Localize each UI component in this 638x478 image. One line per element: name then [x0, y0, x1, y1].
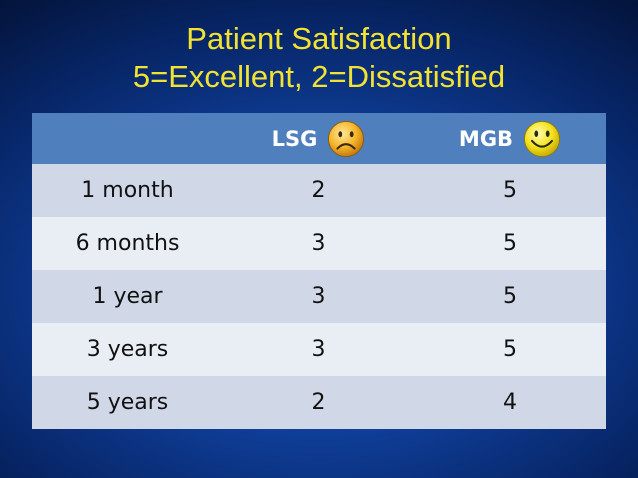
header-period	[32, 113, 223, 164]
table-row: 3 years 3 5	[32, 323, 606, 376]
satisfaction-table: LSG	[32, 113, 606, 429]
mgb-score-cell: 5	[503, 337, 517, 362]
header-mgb-label: MGB	[458, 126, 514, 151]
table-row: 1 year 3 5	[32, 270, 606, 323]
slide-title: Patient Satisfaction 5=Excellent, 2=Diss…	[0, 20, 638, 96]
mgb-score-cell: 5	[503, 284, 517, 309]
period-cell: 5 years	[86, 390, 169, 415]
lsg-score-cell: 3	[311, 231, 326, 256]
title-line-1: Patient Satisfaction	[186, 21, 452, 56]
table-row: 6 months 3 5	[32, 217, 606, 270]
frown-face-icon	[328, 120, 365, 157]
lsg-score-cell: 3	[311, 337, 326, 362]
mgb-score-cell: 5	[503, 178, 517, 203]
period-cell: 3 years	[86, 337, 169, 362]
lsg-score-cell: 2	[311, 390, 326, 415]
table-row: 1 month 2 5	[32, 164, 606, 217]
period-cell: 1 month	[81, 178, 174, 203]
header-mgb: MGB	[414, 113, 606, 164]
mgb-score-cell: 4	[503, 390, 517, 415]
title-line-2: 5=Excellent, 2=Dissatisfied	[132, 59, 506, 94]
period-cell: 1 year	[92, 284, 163, 309]
table-row: 5 years 2 4	[32, 376, 606, 429]
mgb-score-cell: 5	[503, 231, 517, 256]
header-lsg: LSG	[223, 113, 414, 164]
lsg-score-cell: 2	[311, 178, 326, 203]
smile-face-icon	[524, 120, 561, 157]
table-header-row: LSG	[32, 113, 606, 164]
period-cell: 6 months	[75, 231, 180, 256]
header-lsg-label: LSG	[271, 126, 318, 151]
lsg-score-cell: 3	[311, 284, 326, 309]
